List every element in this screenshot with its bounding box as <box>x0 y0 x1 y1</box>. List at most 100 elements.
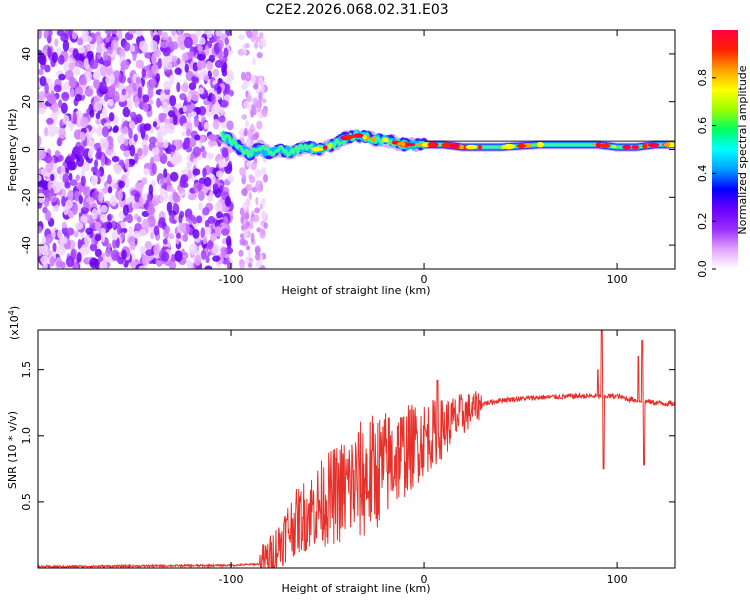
ridge-peak <box>381 137 389 143</box>
noise-speck <box>128 225 134 234</box>
noise-speck <box>74 60 84 68</box>
chart-title: C2E2.2026.068.02.31.E03 <box>265 2 448 18</box>
noise-speck <box>181 169 190 176</box>
noise-speck <box>255 36 261 43</box>
noise-speck <box>74 190 80 202</box>
noise-speck <box>186 93 192 103</box>
noise-speck <box>202 235 208 245</box>
ridge-peak <box>459 144 465 150</box>
noise-speck <box>71 31 78 40</box>
noise-speck <box>80 215 88 223</box>
noise-speck <box>245 220 251 227</box>
noise-speck <box>132 81 138 92</box>
noise-speck <box>206 60 213 71</box>
noise-speck <box>79 131 86 142</box>
noise-speck <box>258 76 264 84</box>
noise-speck <box>190 90 200 102</box>
noise-speck <box>212 255 221 262</box>
noise-speck <box>221 238 228 245</box>
noise-speck <box>212 183 219 191</box>
noise-speck <box>135 76 141 84</box>
noise-speck <box>45 161 54 173</box>
noise-speck <box>170 41 179 50</box>
noise-speck <box>251 30 258 38</box>
noise-speck <box>58 127 67 139</box>
noise-speck <box>164 225 171 234</box>
noise-speck <box>132 49 137 62</box>
noise-speck <box>147 87 154 99</box>
noise-speck <box>139 245 145 254</box>
noise-speck <box>86 43 91 51</box>
noise-speck <box>212 68 219 78</box>
noise-speck <box>54 150 60 158</box>
noise-speck <box>176 81 181 93</box>
ridge-peak <box>406 142 416 147</box>
noise-speck <box>204 265 213 269</box>
noise-speck <box>117 223 122 236</box>
noise-speck <box>183 137 190 149</box>
noise-speck <box>90 166 99 173</box>
noise-speck <box>38 149 44 161</box>
noise-speck <box>147 70 154 79</box>
ridge-peak <box>503 143 515 150</box>
ridge-peak <box>441 142 453 149</box>
noise-speck <box>118 180 125 189</box>
noise-speck <box>84 234 91 246</box>
noise-speck <box>164 189 169 202</box>
noise-speck <box>80 116 89 128</box>
noise-speck <box>208 140 218 147</box>
noise-speck <box>160 90 165 102</box>
noise-speck <box>224 37 230 46</box>
noise-speck <box>189 51 195 59</box>
noise-speck <box>239 233 245 239</box>
noise-speck <box>56 30 65 37</box>
noise-speck <box>134 96 139 108</box>
noise-speck <box>205 256 210 264</box>
noise-speck <box>139 126 145 135</box>
noise-speck <box>120 60 130 71</box>
noise-speck <box>207 194 213 203</box>
noise-speck <box>104 94 109 102</box>
noise-speck <box>70 153 76 163</box>
noise-speck <box>113 125 119 133</box>
noise-speck <box>83 58 90 70</box>
noise-speck <box>196 53 206 61</box>
noise-speck <box>250 74 256 84</box>
noise-speck <box>123 41 131 52</box>
noise-speck <box>94 221 102 232</box>
noise-speck <box>96 148 102 160</box>
noise-speck <box>38 192 46 204</box>
noise-speck <box>184 36 193 49</box>
noise-speck <box>101 231 106 243</box>
ridge-peak <box>622 144 632 150</box>
noise-speck <box>89 257 98 269</box>
noise-speck <box>206 30 213 39</box>
noise-speck <box>143 123 152 131</box>
noise-speck <box>166 122 176 134</box>
noise-speck <box>142 218 150 230</box>
noise-speck <box>74 221 84 230</box>
noise-speck <box>245 160 252 168</box>
noise-speck <box>47 30 53 37</box>
noise-speck <box>212 118 220 130</box>
snr-y-tick-label: 1.0 <box>20 427 33 445</box>
noise-speck <box>160 251 170 262</box>
noise-speck <box>99 213 107 222</box>
noise-speck <box>245 94 253 103</box>
noise-speck <box>171 30 176 37</box>
noise-speck <box>49 173 55 182</box>
noise-speck <box>44 244 49 257</box>
noise-speck <box>135 59 145 69</box>
ridge-peak <box>516 144 527 148</box>
noise-speck <box>199 37 206 46</box>
noise-speck <box>227 69 234 80</box>
noise-speck <box>190 111 197 118</box>
snr-x-tick-label: 0 <box>421 573 428 586</box>
noise-speck <box>64 181 71 189</box>
noise-speck <box>118 189 123 201</box>
noise-speck <box>95 233 102 242</box>
noise-speck <box>126 213 133 224</box>
noise-speck <box>132 230 141 239</box>
noise-speck <box>177 30 182 35</box>
